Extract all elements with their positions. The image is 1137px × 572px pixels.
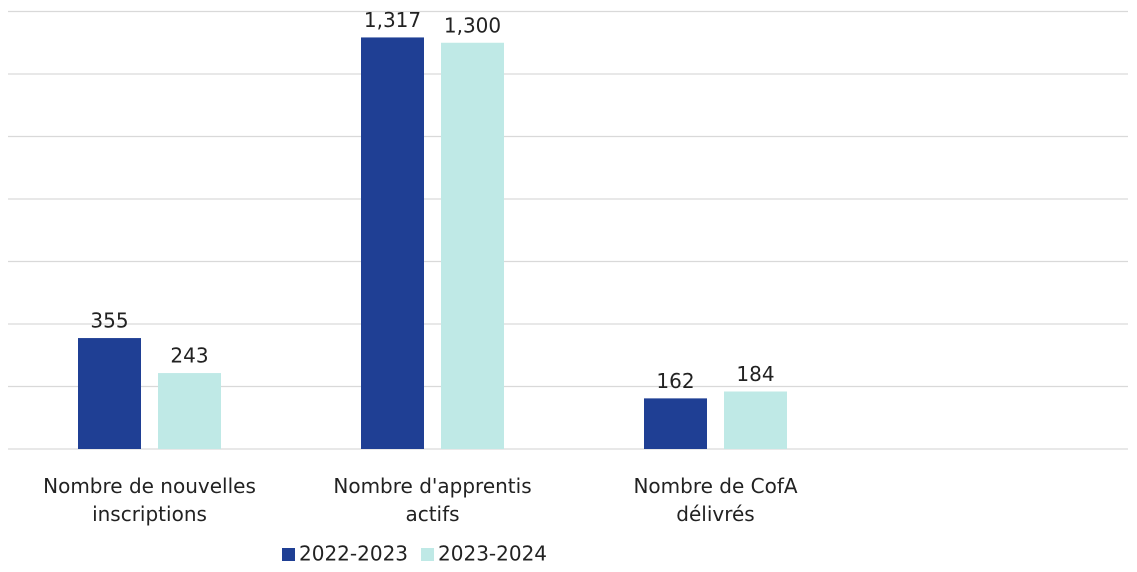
data-label: 1,300 [444, 13, 501, 37]
x-tick-label: Nombre de nouvelles inscriptions [43, 474, 256, 526]
data-label: 243 [170, 344, 208, 368]
bar [724, 391, 787, 449]
x-tick-label: Nombre de CofA délivrés [633, 474, 797, 526]
bar [441, 42, 504, 449]
data-label: 355 [90, 309, 128, 333]
bar [158, 373, 221, 449]
x-tick-label: Nombre d'apprentis actifs [333, 474, 531, 526]
legend-swatch [421, 548, 435, 561]
legend-label: 2023-2024 [438, 542, 547, 566]
data-label: 184 [736, 362, 774, 386]
bar [644, 398, 707, 449]
legend-swatch [282, 548, 295, 561]
data-label: 1,317 [364, 8, 421, 32]
bar [361, 37, 424, 449]
bar [78, 338, 141, 449]
legend-label: 2022-2023 [299, 542, 408, 566]
data-label: 162 [656, 369, 694, 393]
